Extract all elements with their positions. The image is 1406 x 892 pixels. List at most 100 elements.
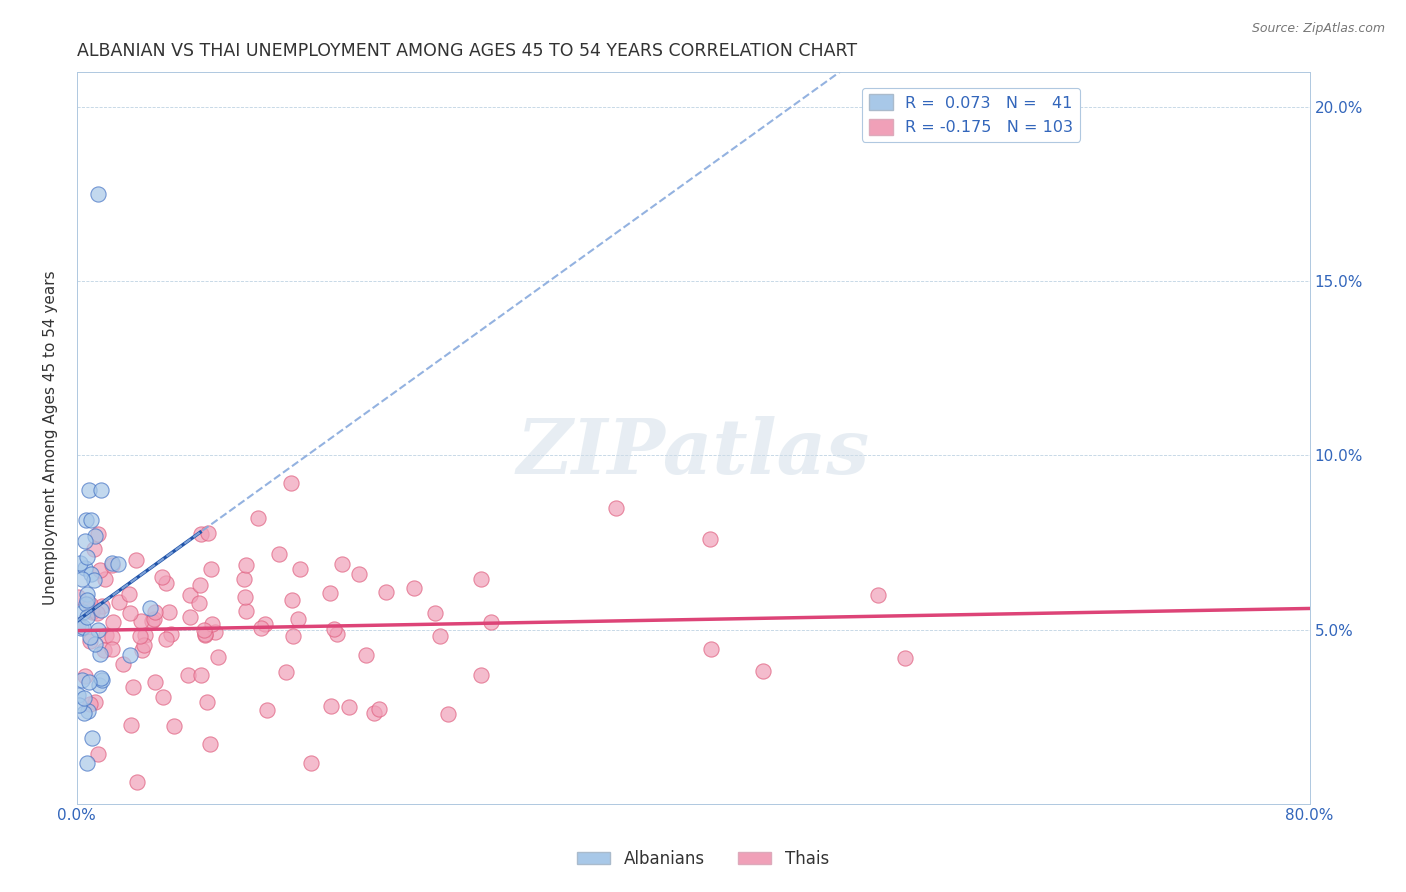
- Point: [76, 593, 98, 607]
- Point: [281, 629, 304, 643]
- Point: [470, 667, 492, 681]
- Point: [204, 624, 226, 639]
- Point: [195, 695, 218, 709]
- Point: [288, 562, 311, 576]
- Legend: R =  0.073   N =   41, R = -0.175   N = 103: R = 0.073 N = 41, R = -0.175 N = 103: [862, 87, 1080, 142]
- Point: [101, 630, 124, 644]
- Y-axis label: Unemployment Among Ages 45 to 54 years: Unemployment Among Ages 45 to 54 years: [44, 270, 58, 606]
- Point: [134, 638, 156, 652]
- Point: [73, 706, 96, 720]
- Point: [79, 597, 101, 611]
- Point: [79, 603, 101, 617]
- Point: [141, 615, 163, 629]
- Point: [73, 691, 96, 706]
- Point: [70, 673, 93, 687]
- Point: [287, 612, 309, 626]
- Point: [101, 556, 124, 570]
- Point: [235, 604, 257, 618]
- Point: [699, 641, 721, 656]
- Point: [67, 698, 90, 712]
- Point: [332, 557, 354, 571]
- Point: [77, 483, 100, 498]
- Point: [190, 667, 212, 681]
- Point: [90, 673, 112, 687]
- Text: Source: ZipAtlas.com: Source: ZipAtlas.com: [1251, 22, 1385, 36]
- Point: [72, 605, 94, 619]
- Point: [436, 706, 458, 721]
- Text: ALBANIAN VS THAI UNEMPLOYMENT AMONG AGES 45 TO 54 YEARS CORRELATION CHART: ALBANIAN VS THAI UNEMPLOYMENT AMONG AGES…: [77, 42, 858, 60]
- Point: [124, 552, 146, 566]
- Point: [101, 641, 124, 656]
- Point: [87, 678, 110, 692]
- Point: [177, 668, 200, 682]
- Point: [319, 585, 342, 599]
- Point: [76, 549, 98, 564]
- Point: [94, 628, 117, 642]
- Point: [80, 731, 103, 745]
- Point: [233, 590, 256, 604]
- Point: [190, 527, 212, 541]
- Point: [76, 756, 98, 770]
- Point: [76, 610, 98, 624]
- Point: [423, 607, 446, 621]
- Point: [120, 606, 142, 620]
- Point: [67, 618, 90, 632]
- Point: [91, 599, 114, 614]
- Point: [86, 606, 108, 620]
- Point: [90, 671, 112, 685]
- Point: [90, 603, 112, 617]
- Point: [402, 581, 425, 595]
- Point: [280, 476, 302, 491]
- Point: [89, 647, 111, 661]
- Point: [145, 605, 167, 619]
- Point: [84, 695, 107, 709]
- Point: [129, 629, 152, 643]
- Point: [129, 614, 152, 628]
- Point: [152, 690, 174, 704]
- Point: [143, 674, 166, 689]
- Point: [73, 561, 96, 575]
- Point: [84, 637, 107, 651]
- Point: [87, 526, 110, 541]
- Point: [75, 513, 97, 527]
- Point: [87, 624, 110, 638]
- Point: [470, 572, 492, 586]
- Point: [87, 747, 110, 761]
- Point: [79, 634, 101, 648]
- Point: [107, 558, 129, 572]
- Point: [194, 627, 217, 641]
- Point: [67, 688, 90, 702]
- Point: [375, 584, 398, 599]
- Point: [75, 597, 97, 611]
- Point: [143, 612, 166, 626]
- Point: [118, 587, 141, 601]
- Point: [347, 567, 370, 582]
- Point: [75, 533, 97, 548]
- Point: [163, 719, 186, 733]
- Point: [197, 526, 219, 541]
- Point: [100, 558, 122, 572]
- Point: [429, 629, 451, 643]
- Point: [89, 563, 111, 577]
- Point: [256, 703, 278, 717]
- Point: [752, 664, 775, 678]
- Point: [200, 561, 222, 575]
- Point: [326, 627, 349, 641]
- Point: [253, 617, 276, 632]
- Point: [337, 700, 360, 714]
- Point: [139, 601, 162, 615]
- Point: [101, 615, 124, 629]
- Point: [193, 623, 215, 637]
- Legend: Albanians, Thais: Albanians, Thais: [571, 844, 835, 875]
- Point: [108, 595, 131, 609]
- Text: ZIPatlas: ZIPatlas: [516, 416, 870, 490]
- Point: [120, 648, 142, 662]
- Point: [83, 541, 105, 556]
- Point: [354, 648, 377, 662]
- Point: [868, 588, 890, 602]
- Point: [368, 702, 391, 716]
- Point: [120, 717, 142, 731]
- Point: [84, 529, 107, 543]
- Point: [83, 573, 105, 587]
- Point: [80, 566, 103, 581]
